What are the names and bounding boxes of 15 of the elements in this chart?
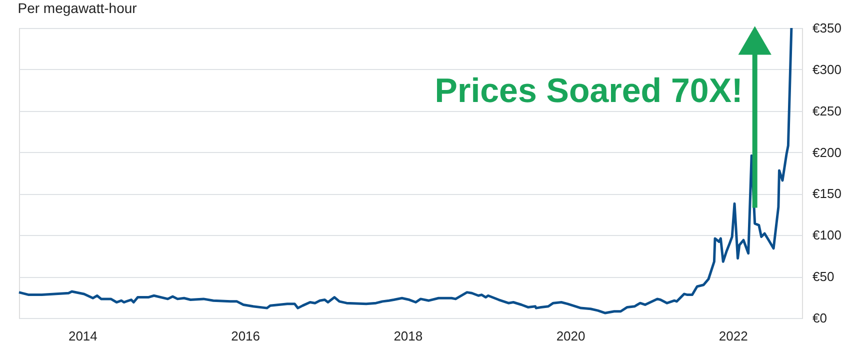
x-tick-label: 2016 <box>231 328 260 344</box>
y-tick-label: €300 <box>812 62 842 77</box>
annotation: Prices Soared 70X! <box>434 72 743 110</box>
y-tick-label: €350 <box>812 20 842 36</box>
x-tick-label: 2020 <box>556 328 586 344</box>
y-tick-label: €50 <box>812 269 834 284</box>
x-tick-label: 2014 <box>68 328 98 344</box>
x-tick-label: 2022 <box>718 328 748 344</box>
y-tick-label: €100 <box>812 228 842 243</box>
y-tick-label: €150 <box>812 186 842 202</box>
x-tick-label: 2018 <box>394 328 423 344</box>
y-tick-label: €200 <box>812 144 842 160</box>
y-tick-label: €0 <box>812 310 827 326</box>
chart-subtitle: Per megawatt-hour <box>18 0 138 16</box>
y-tick-label: €250 <box>812 103 842 118</box>
